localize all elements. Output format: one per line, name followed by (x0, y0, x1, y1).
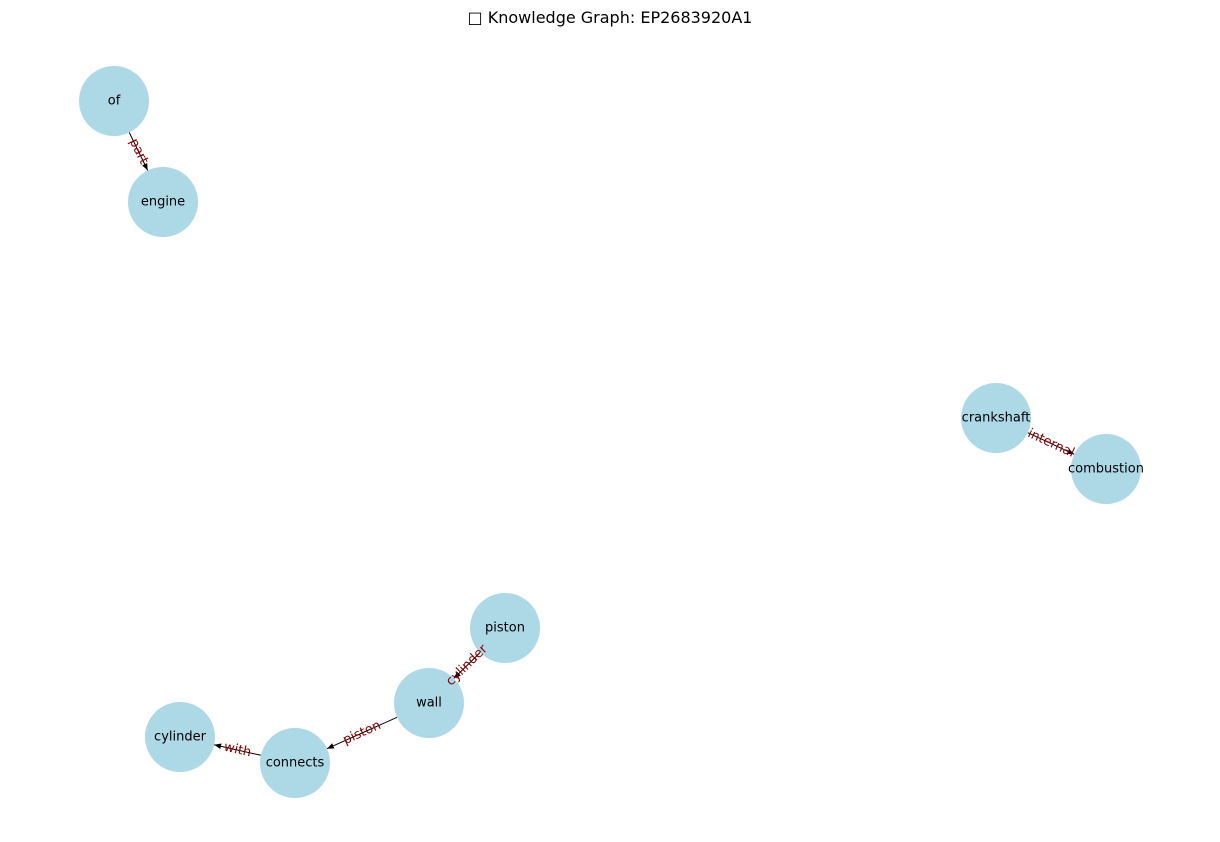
edge-label: piston (341, 718, 384, 748)
nodes-layer: ofenginecrankshaftcombustionpistonwallcy… (79, 66, 1144, 798)
edge-label: cylinder (443, 641, 491, 689)
node-crankshaft: crankshaft (961, 383, 1031, 453)
node-label: connects (266, 756, 325, 771)
node-label: piston (485, 621, 525, 636)
edge-labels-layer: part internal cylinder piston with (126, 136, 1077, 760)
node-label: combustion (1068, 462, 1144, 477)
edge-label: with (222, 740, 252, 761)
node-label: crankshaft (962, 411, 1031, 426)
node-label: cylinder (154, 730, 207, 745)
node-combustion: combustion (1068, 434, 1144, 504)
node-connects: connects (260, 728, 330, 798)
edges-layer (129, 132, 1074, 755)
edge-label: internal (1025, 426, 1077, 461)
node-label: of (108, 94, 121, 109)
node-of: of (79, 66, 149, 136)
node-engine: engine (128, 167, 198, 237)
edge-label: part (126, 136, 151, 167)
node-label: engine (141, 195, 185, 210)
node-cylinder: cylinder (145, 702, 215, 772)
node-label: wall (416, 696, 442, 711)
